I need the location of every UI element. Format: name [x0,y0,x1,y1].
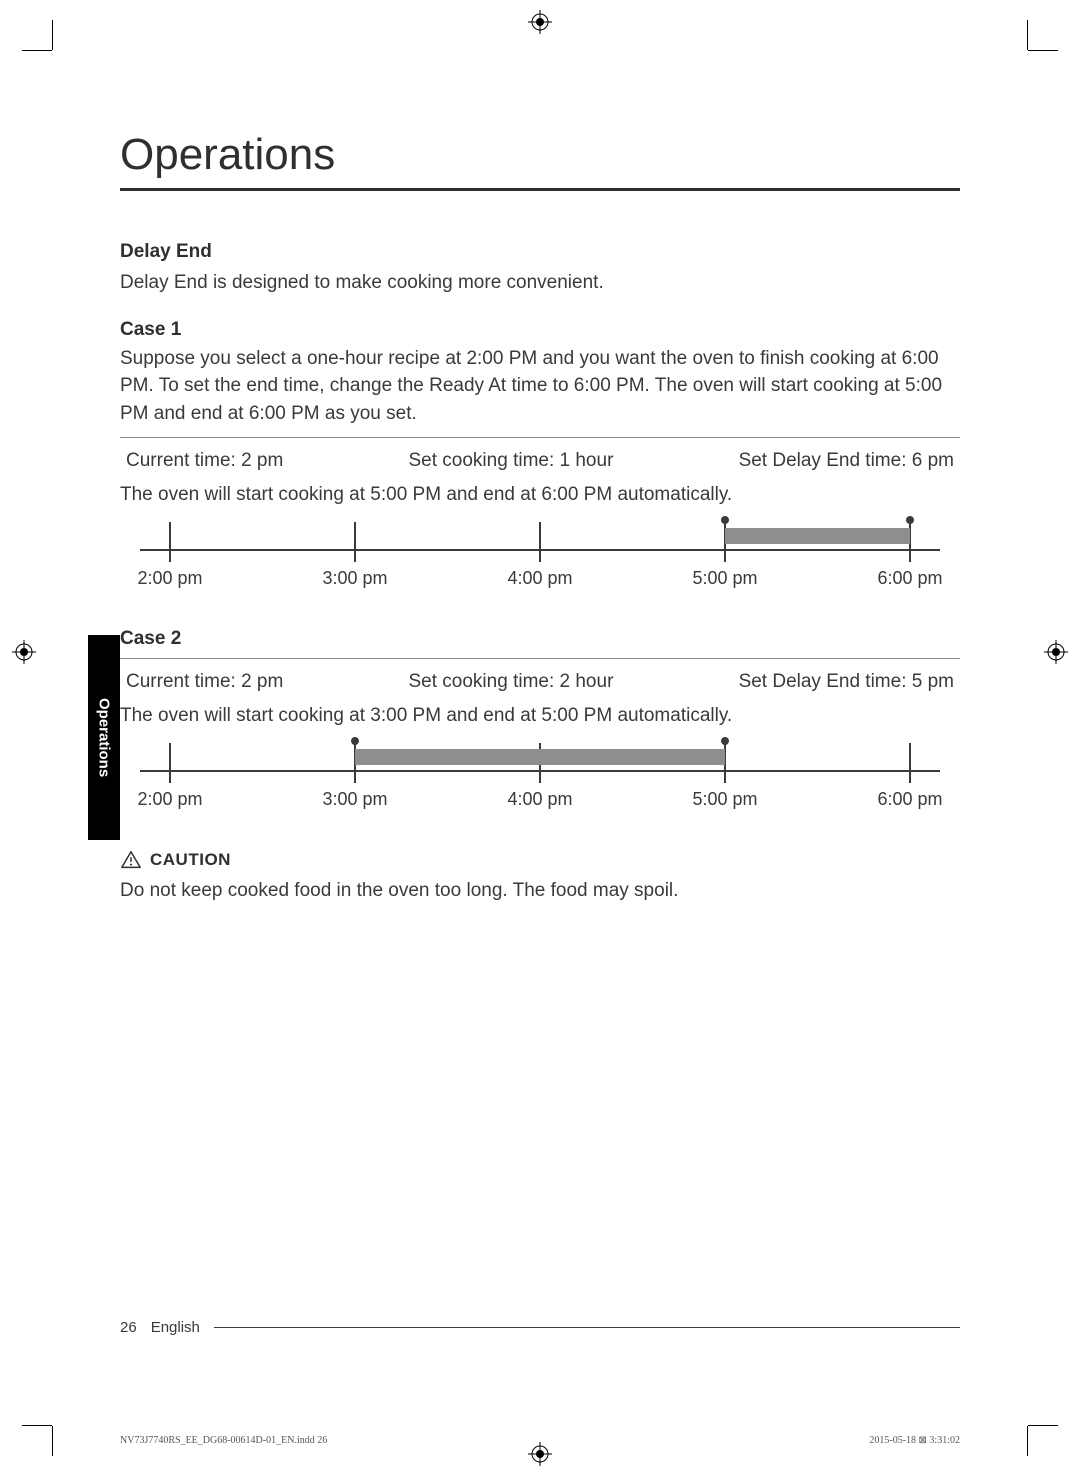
page-language: English [151,1319,200,1336]
footer-rule [214,1327,960,1328]
caution-text: Do not keep cooked food in the oven too … [120,877,960,905]
case2-heading: Case 2 [120,628,960,659]
svg-text:3:00 pm: 3:00 pm [322,789,387,809]
svg-text:3:00 pm: 3:00 pm [322,568,387,588]
side-tab: Operations [88,635,120,840]
svg-text:4:00 pm: 4:00 pm [507,568,572,588]
svg-text:2:00 pm: 2:00 pm [137,789,202,809]
case2-settings: Current time: 2 pm Set cooking time: 2 h… [120,671,960,693]
print-stamp: 2015-05-18 ⊠ 3:31:02 [869,1435,960,1446]
case2-current-time: Current time: 2 pm [126,671,283,693]
page-title: Operations [120,130,960,191]
svg-text:6:00 pm: 6:00 pm [877,789,942,809]
case2-cook-time: Set cooking time: 2 hour [409,671,614,693]
case1-settings: Current time: 2 pm Set cooking time: 1 h… [120,450,960,472]
svg-text:4:00 pm: 4:00 pm [507,789,572,809]
case1-heading: Case 1 [120,319,960,341]
caution-heading: CAUTION [120,849,960,871]
svg-text:2:00 pm: 2:00 pm [137,568,202,588]
warning-icon [120,849,142,871]
delay-end-intro: Delay End is designed to make cooking mo… [120,269,960,297]
svg-text:6:00 pm: 6:00 pm [877,568,942,588]
case1-cook-time: Set cooking time: 1 hour [409,450,614,472]
registration-mark-icon [1044,640,1068,664]
case1-current-time: Current time: 2 pm [126,450,283,472]
print-metadata: NV73J7740RS_EE_DG68-00614D-01_EN.indd 26… [120,1435,960,1446]
page-content: Operations Delay End Delay End is design… [120,130,960,905]
registration-mark-icon [12,640,36,664]
case1-timeline: 2:00 pm 3:00 pm 4:00 pm 5:00 pm 6:00 pm [120,510,960,600]
page-number: 26 [120,1319,137,1336]
case2-end-time: Set Delay End time: 5 pm [739,671,954,693]
svg-text:5:00 pm: 5:00 pm [692,568,757,588]
case2-result: The oven will start cooking at 3:00 PM a… [120,705,960,727]
case2-timeline: 2:00 pm 3:00 pm 4:00 pm 5:00 pm 6:00 pm [120,731,960,821]
case1-desc: Suppose you select a one-hour recipe at … [120,345,960,439]
registration-mark-icon [528,10,552,34]
caution-label: CAUTION [150,850,231,870]
page-footer: 26 English [120,1319,960,1336]
case1-result: The oven will start cooking at 5:00 PM a… [120,484,960,506]
delay-end-heading: Delay End [120,241,960,263]
svg-text:5:00 pm: 5:00 pm [692,789,757,809]
case1-end-time: Set Delay End time: 6 pm [739,450,954,472]
print-file: NV73J7740RS_EE_DG68-00614D-01_EN.indd 26 [120,1435,327,1446]
